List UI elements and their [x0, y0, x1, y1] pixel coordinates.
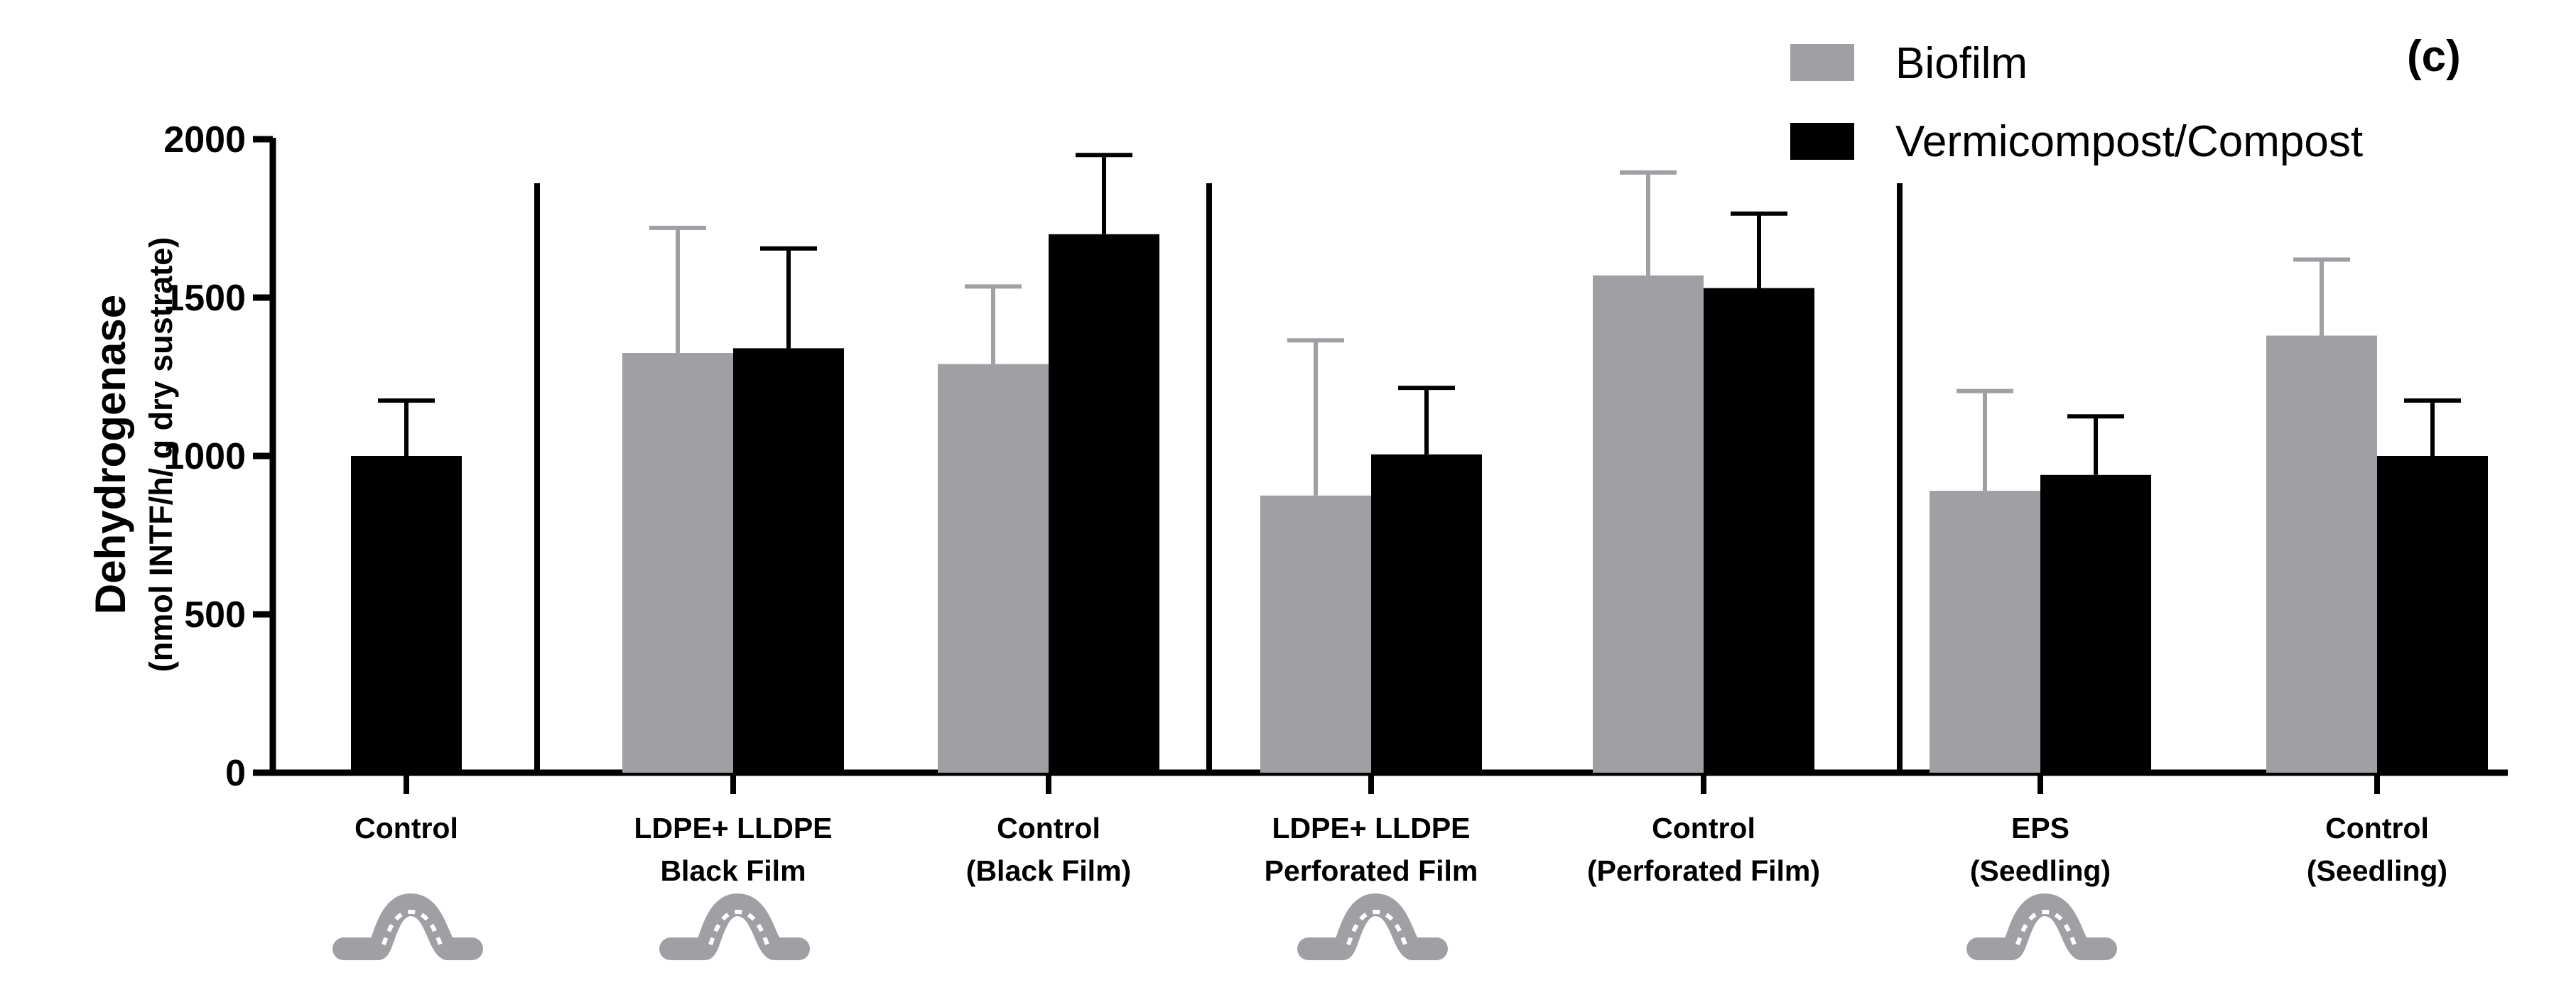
category-label-line1: Control	[1652, 812, 1755, 844]
earthworm-icon	[659, 893, 810, 960]
category-label-line2: (Seedling)	[2307, 854, 2447, 887]
legend-swatch-vermicompost	[1790, 123, 1854, 160]
bar-vermicompost	[351, 456, 462, 773]
bar-biofilm	[622, 353, 733, 773]
category-label-line1: LDPE+ LLDPE	[634, 812, 832, 844]
category-label-line1: Control	[997, 812, 1100, 844]
earthworm-icon	[332, 893, 483, 960]
y-tick-label: 1000	[163, 436, 246, 477]
bar-vermicompost	[2377, 456, 2488, 773]
legend-swatch-biofilm	[1790, 44, 1854, 81]
y-tick-label: 500	[184, 594, 246, 636]
bar-biofilm	[1593, 275, 1704, 773]
category-label-line2: (Seedling)	[1970, 854, 2111, 887]
panel-label: (c)	[2407, 32, 2461, 81]
bar-biofilm	[2266, 335, 2377, 773]
category-label-line1: EPS	[2011, 812, 2069, 844]
earthworm-segments	[708, 909, 769, 946]
category-label-line1: LDPE+ LLDPE	[1272, 812, 1470, 844]
bar-biofilm	[1930, 491, 2040, 773]
earthworm-body	[1966, 893, 2117, 960]
legend: Biofilm Vermicompost/Compost	[1790, 39, 2363, 166]
earthworm-segments	[381, 909, 443, 946]
category-label-line2: Black Film	[660, 854, 806, 887]
bar-vermicompost	[2040, 474, 2151, 773]
bar-biofilm	[1260, 495, 1371, 773]
category-label-line1: Control	[355, 812, 458, 844]
earthworm-body	[332, 893, 483, 960]
category-label-line2: (Black Film)	[966, 854, 1131, 887]
earthworm-segments	[1346, 909, 1407, 946]
legend-label-biofilm: Biofilm	[1895, 39, 2028, 88]
y-tick-label: 0	[225, 753, 246, 794]
earthworm-segments	[2015, 909, 2077, 946]
earthworm-body	[1297, 893, 1448, 960]
category-label-line1: Control	[2325, 812, 2429, 844]
category-label-line2: Perforated Film	[1265, 854, 1478, 887]
bar-vermicompost	[1049, 234, 1159, 773]
earthworm-icon	[1966, 893, 2117, 960]
y-tick-label: 1500	[163, 278, 246, 319]
bar-vermicompost	[1371, 454, 1482, 773]
legend-label-vermicompost: Vermicompost/Compost	[1895, 117, 2363, 166]
y-axis-subtitle: (nmol INTF/h/ g dry sustrate)	[143, 237, 179, 673]
bar-vermicompost	[733, 348, 844, 773]
bar-biofilm	[938, 364, 1049, 773]
y-tick-label: 2000	[163, 119, 246, 161]
category-label-line2: (Perforated Film)	[1587, 854, 1820, 887]
earthworm-icon	[1297, 893, 1448, 960]
bar-vermicompost	[1704, 288, 1814, 773]
plot-area: 0 500 1000 1500 2000 Control LDPE+ LLDPE Black …	[163, 119, 2508, 960]
earthworm-body	[659, 893, 810, 960]
y-axis-title: Dehydrogenase	[87, 295, 134, 614]
